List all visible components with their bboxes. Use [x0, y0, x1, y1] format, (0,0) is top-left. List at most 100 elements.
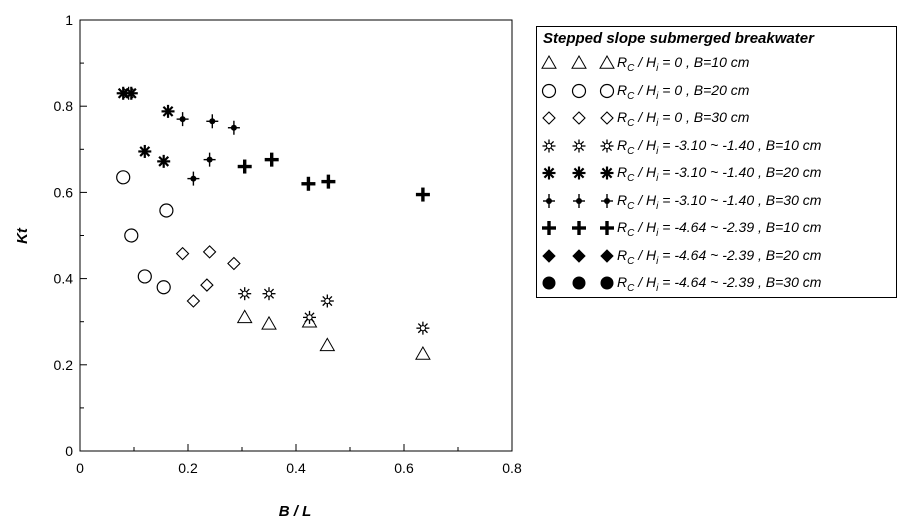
data-point-triangle-open	[415, 346, 431, 360]
legend-marker-glyph	[599, 83, 615, 98]
data-point-diamond-open	[175, 246, 190, 261]
legend-marker-triangle-open	[541, 54, 615, 69]
legend-title: Stepped slope submerged breakwater	[543, 30, 814, 47]
legend-entry: RC / Hi = -4.64 ~ -2.39 , B=30 cm	[537, 273, 896, 294]
legend-label-part: C	[627, 90, 635, 102]
legend-marker-glyph	[541, 54, 557, 69]
data-point-asterisk-bold	[124, 86, 138, 100]
data-point-triangle-open	[261, 315, 277, 330]
legend-label-part: = -4.64 ~ -2.39 , B=10 cm	[658, 219, 822, 235]
legend-label-part: i	[656, 145, 659, 157]
legend-marker-glyph	[541, 83, 557, 98]
legend-marker-glyph	[572, 221, 586, 235]
legend-label-part: i	[656, 172, 659, 184]
legend-label-part: C	[627, 282, 635, 294]
y-tick-label: 0	[65, 443, 73, 459]
legend-label-part: i	[656, 90, 659, 102]
y-tick-label: 0.2	[54, 357, 74, 373]
data-point-asterisk-bold	[116, 86, 130, 100]
legend-marker-glyph	[543, 193, 555, 208]
data-point-circle-open	[156, 280, 171, 295]
data-point-plus-dot	[206, 114, 219, 129]
axes: 0 0.2 0.4 0.6 0.8 1 0 0.2 0.4 0.6 0.8	[54, 12, 522, 476]
legend-marker-glyph	[572, 276, 586, 290]
data-point-diamond-open	[227, 256, 241, 271]
y-tick-label: 0.4	[54, 271, 74, 287]
legend-marker-glyph	[571, 54, 587, 69]
legend-marker-glyph	[600, 111, 614, 125]
legend-label-part: = -4.64 ~ -2.39 , B=20 cm	[658, 246, 822, 263]
y-tick-label: 0.6	[54, 184, 74, 200]
legend-label-part: / H	[634, 81, 657, 98]
data-point-plus-bold	[321, 174, 336, 189]
legend-label-part: / H	[634, 274, 657, 290]
legend-label-part: R	[617, 136, 628, 153]
legend-marker-plus-dot	[543, 193, 613, 208]
data-point-plus-dot	[227, 120, 240, 135]
legend-label-part: R	[617, 109, 628, 125]
data-point-plus-bold	[237, 159, 252, 174]
data-point-plus-dot	[203, 152, 216, 167]
legend-label-part: = 0 , B=30 cm	[658, 109, 750, 125]
legend-label-part: C	[627, 62, 635, 74]
legend-label-part: R	[617, 81, 628, 98]
legend-label-part: C	[627, 200, 635, 212]
data-point-plus-bold	[301, 176, 316, 191]
legend-marker-plus-bold	[542, 221, 614, 235]
legend: Stepped slope submerged breakwater RC / …	[536, 26, 897, 298]
legend-label-part: C	[627, 117, 635, 129]
legend-label: RC / Hi = 0 , B=30 cm	[617, 109, 749, 129]
legend-label-part: i	[656, 282, 659, 294]
legend-marker-glyph	[571, 83, 587, 98]
legend-marker-circle-open	[541, 83, 615, 98]
x-tick-label: 0.6	[394, 460, 414, 476]
legend-label: RC / Hi = -4.64 ~ -2.39 , B=30 cm	[617, 274, 821, 294]
x-tick-label: 0.2	[178, 460, 198, 476]
legend-marker-glyph	[542, 248, 556, 263]
legend-label: RC / Hi = -3.10 ~ -1.40 , B=10 cm	[617, 137, 821, 157]
legend-marker-glyph	[572, 248, 586, 263]
data-point-plus-dot	[187, 171, 200, 186]
data-point-circle-open	[159, 203, 174, 218]
legend-label-part: C	[627, 145, 635, 157]
data-point-asterisk-light	[416, 321, 430, 335]
x-tick-label: 0	[76, 460, 84, 476]
legend-entry: RC / Hi = -4.64 ~ -2.39 , B=10 cm	[537, 218, 896, 239]
legend-label-part: R	[617, 54, 628, 70]
legend-marker-diamond-filled	[542, 248, 614, 263]
legend-label-part: = -3.10 ~ -1.40 , B=20 cm	[658, 164, 822, 180]
legend-label-part: C	[627, 172, 635, 184]
legend-entry: RC / Hi = -4.64 ~ -2.39 , B=20 cm	[537, 246, 896, 266]
x-tick-label: 0.4	[286, 460, 306, 476]
data-point-asterisk-bold	[157, 154, 171, 168]
legend-label-part: = -3.10 ~ -1.40 , B=30 cm	[658, 191, 822, 208]
legend-label-part: C	[627, 227, 635, 239]
legend-marker-glyph	[600, 139, 614, 152]
data-point-asterisk-bold	[138, 144, 152, 158]
data-point-plus-dot	[176, 112, 189, 127]
legend-label-part: R	[617, 219, 628, 235]
legend-label: RC / Hi = 0 , B=10 cm	[617, 54, 749, 74]
legend-label-part: = -4.64 ~ -2.39 , B=30 cm	[658, 274, 822, 290]
legend-marker-glyph	[572, 139, 586, 152]
legend-marker-asterisk-light	[542, 139, 614, 152]
legend-marker-glyph	[601, 193, 613, 208]
data-point-plus-bold	[415, 187, 430, 202]
data-point-diamond-open	[186, 294, 201, 308]
legend-marker-circle-filled	[542, 276, 614, 290]
legend-marker-glyph	[542, 276, 556, 290]
data-point-triangle-open	[236, 309, 253, 324]
data-point-circle-open	[116, 170, 131, 185]
legend-label-part: / H	[634, 109, 657, 125]
legend-marker-glyph	[572, 166, 586, 180]
data-point-plus-bold	[264, 152, 279, 167]
legend-marker-glyph	[542, 221, 556, 235]
data-point-asterisk-light	[238, 287, 252, 301]
legend-label: RC / Hi = -4.64 ~ -2.39 , B=20 cm	[617, 247, 821, 267]
legend-entry: RC / Hi = -3.10 ~ -1.40 , B=30 cm	[537, 191, 896, 211]
legend-entry: RC / Hi = 0 , B=20 cm	[537, 81, 896, 101]
y-tick-label: 1	[65, 12, 73, 28]
legend-marker-glyph	[542, 139, 556, 152]
legend-entry: RC / Hi = -3.10 ~ -1.40 , B=20 cm	[537, 163, 896, 184]
